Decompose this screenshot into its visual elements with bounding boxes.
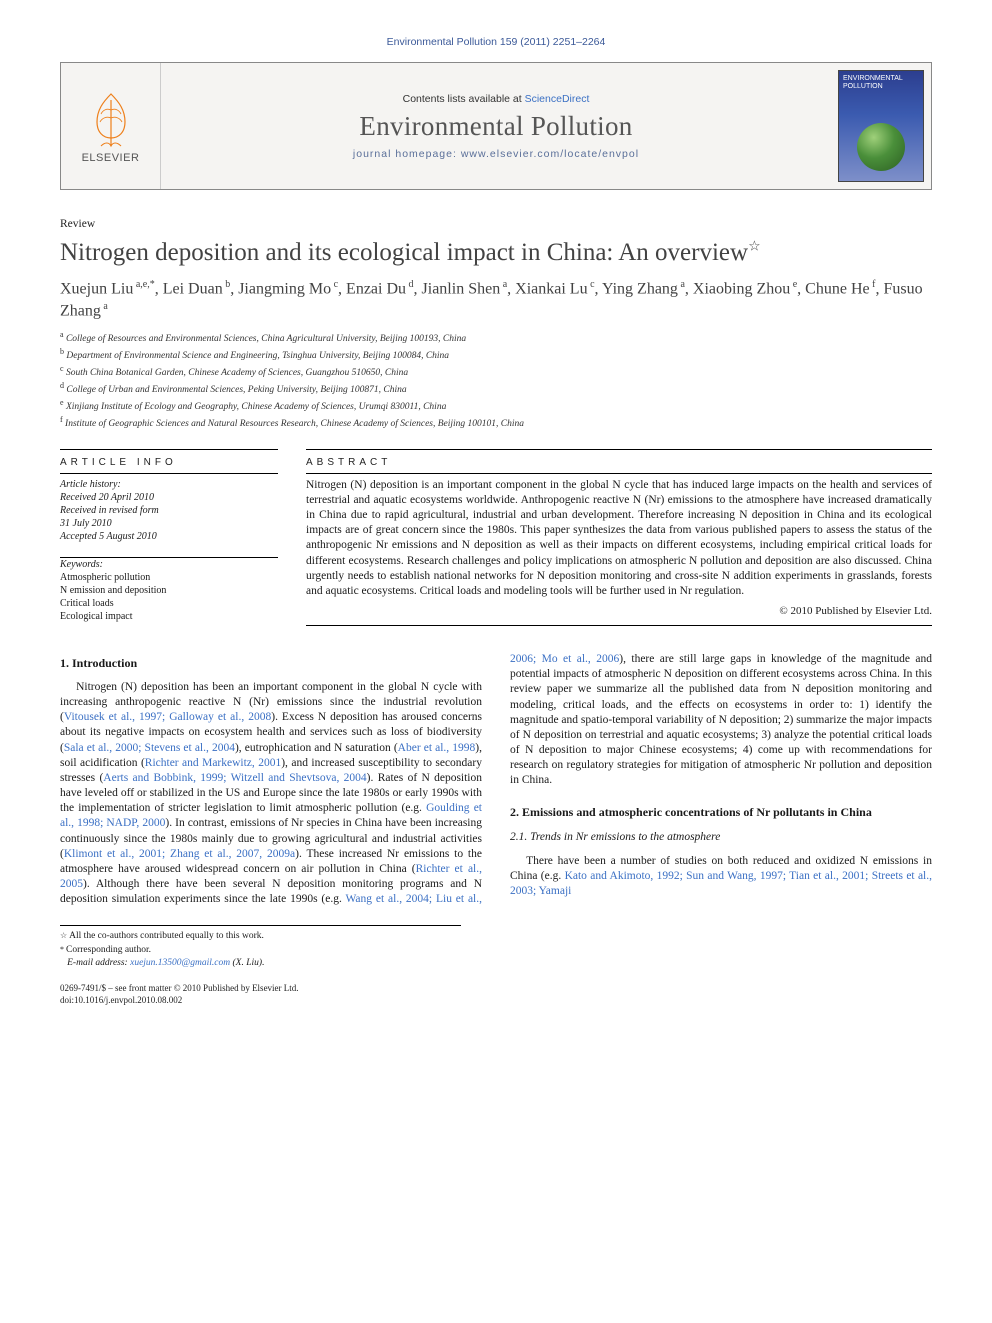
homepage-url[interactable]: www.elsevier.com/locate/envpol xyxy=(461,148,639,160)
journal-homepage: journal homepage: www.elsevier.com/locat… xyxy=(353,148,639,160)
article-info-head: ARTICLE INFO xyxy=(60,450,278,473)
publisher-label: ELSEVIER xyxy=(82,152,140,164)
article-history: Article history: Received 20 April 2010 … xyxy=(60,478,278,543)
section-2-1-body: There have been a number of studies on b… xyxy=(510,854,932,900)
contents-prefix: Contents lists available at xyxy=(403,93,525,105)
bottom-metadata: 0269-7491/$ – see front matter © 2010 Pu… xyxy=(60,983,932,1006)
history-received: Received 20 April 2010 xyxy=(60,491,278,504)
cover-globe-icon xyxy=(857,123,905,171)
keyword: Atmospheric pollution xyxy=(60,571,278,584)
journal-masthead: ELSEVIER Contents lists available at Sci… xyxy=(60,62,932,190)
footnotes: ☆ All the co-authors contributed equally… xyxy=(60,925,461,969)
sciencedirect-link[interactable]: ScienceDirect xyxy=(525,93,590,105)
journal-name: Environmental Pollution xyxy=(359,111,632,142)
abstract-column: ABSTRACT Nitrogen (N) deposition is an i… xyxy=(306,449,932,626)
abstract-copyright: © 2010 Published by Elsevier Ltd. xyxy=(306,605,932,617)
section-1-head: 1. Introduction xyxy=(60,656,482,672)
keyword: Ecological impact xyxy=(60,610,278,623)
article-info-column: ARTICLE INFO Article history: Received 2… xyxy=(60,449,278,626)
author-list: Xuejun Liu a,e,*, Lei Duan b, Jiangming … xyxy=(60,278,932,322)
abstract-head: ABSTRACT xyxy=(306,450,932,473)
elsevier-tree-icon xyxy=(83,88,139,150)
masthead-cover: ENVIRONMENTAL POLLUTION xyxy=(831,63,931,189)
running-head: Environmental Pollution 159 (2011) 2251–… xyxy=(60,36,932,48)
history-accepted: Accepted 5 August 2010 xyxy=(60,530,278,543)
affiliation: c South China Botanical Garden, Chinese … xyxy=(60,364,932,380)
article-title: Nitrogen deposition and its ecological i… xyxy=(60,238,932,268)
masthead-center: Contents lists available at ScienceDirec… xyxy=(161,63,831,189)
title-footnote-star: ☆ xyxy=(748,240,761,255)
article-body: 1. Introduction Nitrogen (N) deposition … xyxy=(60,652,932,907)
affiliation: e Xinjiang Institute of Ecology and Geog… xyxy=(60,398,932,414)
history-revised-2: 31 July 2010 xyxy=(60,517,278,530)
footnote-star: ☆ All the co-authors contributed equally… xyxy=(60,930,461,942)
doi-line: doi:10.1016/j.envpol.2010.08.002 xyxy=(60,995,932,1007)
section-2-head: 2. Emissions and atmospheric concentrati… xyxy=(510,805,932,821)
homepage-prefix: journal homepage: xyxy=(353,148,461,160)
title-text: Nitrogen deposition and its ecological i… xyxy=(60,239,748,266)
footnote-email: E-mail address: xuejun.13500@gmail.com (… xyxy=(60,957,461,969)
article-type: Review xyxy=(60,218,932,230)
affiliation: a College of Resources and Environmental… xyxy=(60,330,932,346)
publisher-logo-block: ELSEVIER xyxy=(61,63,161,189)
history-revised-1: Received in revised form xyxy=(60,504,278,517)
section-2-1-head: 2.1. Trends in Nr emissions to the atmos… xyxy=(510,830,932,845)
keyword: Critical loads xyxy=(60,597,278,610)
corresponding-email-link[interactable]: xuejun.13500@gmail.com xyxy=(130,958,230,968)
issn-line: 0269-7491/$ – see front matter © 2010 Pu… xyxy=(60,983,932,995)
keywords-block: Keywords: Atmospheric pollution N emissi… xyxy=(60,558,278,623)
history-label: Article history: xyxy=(60,478,278,491)
affiliation: f Institute of Geographic Sciences and N… xyxy=(60,415,932,431)
footnote-corresponding: * Corresponding author. xyxy=(60,944,461,956)
cover-title: ENVIRONMENTAL POLLUTION xyxy=(843,75,919,90)
keyword: N emission and deposition xyxy=(60,584,278,597)
affiliation: d College of Urban and Environmental Sci… xyxy=(60,381,932,397)
keywords-label: Keywords: xyxy=(60,558,278,571)
affiliation: b Department of Environmental Science an… xyxy=(60,347,932,363)
abstract-text: Nitrogen (N) deposition is an important … xyxy=(306,478,932,599)
contents-available: Contents lists available at ScienceDirec… xyxy=(403,93,590,105)
affiliation-list: a College of Resources and Environmental… xyxy=(60,330,932,431)
journal-cover-thumb: ENVIRONMENTAL POLLUTION xyxy=(838,70,924,182)
